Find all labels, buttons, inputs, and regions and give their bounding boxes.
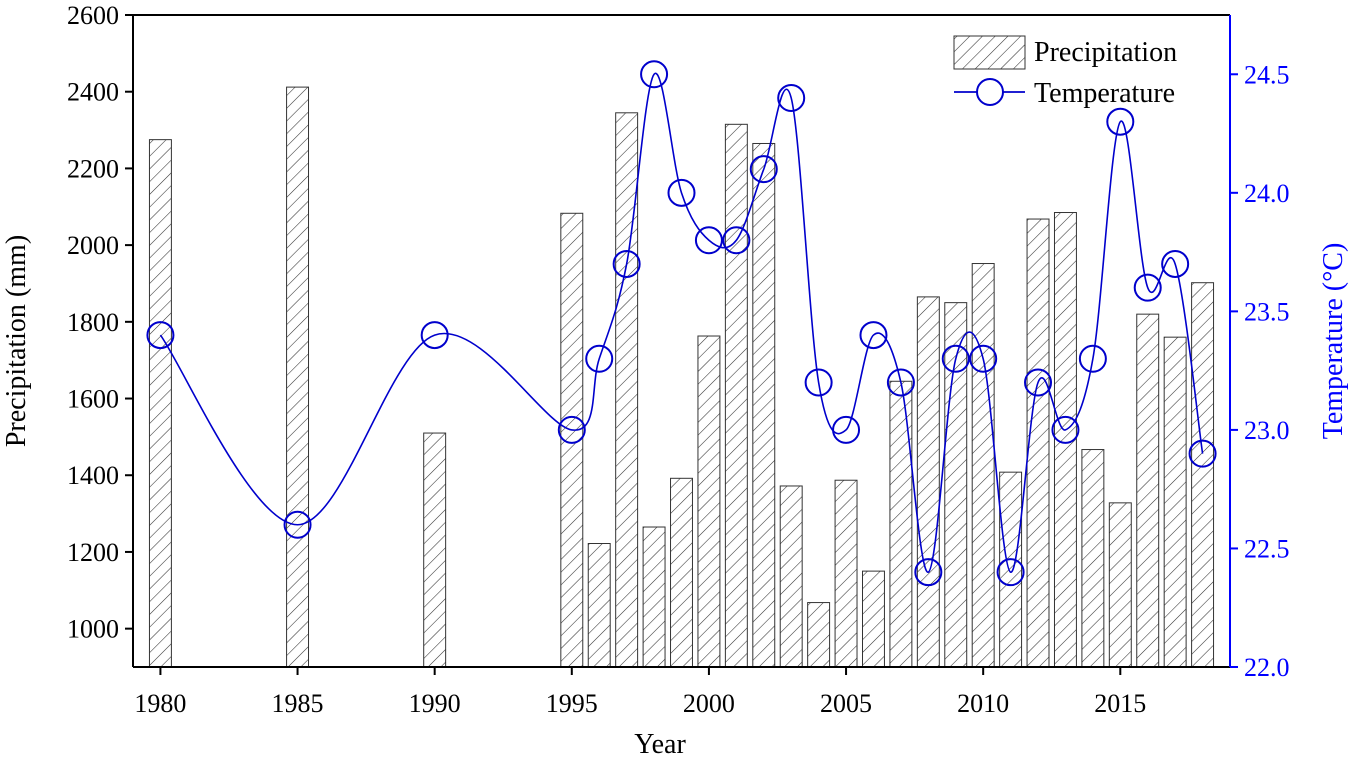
precipitation-bar-2008: [916, 296, 940, 668]
precipitation-bar-1985: [286, 86, 310, 668]
temperature-marker-1996: [585, 344, 614, 373]
y-right-tick-label-23.5: 23.5: [1244, 297, 1290, 326]
x-tick-label-2000: 2000: [683, 689, 735, 718]
precipitation-bar-2016: [1136, 313, 1160, 668]
temperature-marker-2001: [722, 226, 751, 255]
y-right-tick-label-24.0: 24.0: [1244, 179, 1290, 208]
y-left-tick-label-1600: 1600: [67, 385, 119, 414]
precipitation-bar-2015: [1108, 502, 1132, 668]
temperature-marker-1980: [146, 321, 175, 350]
precipitation-bar-2007: [889, 380, 913, 668]
temperature-marker-2002: [749, 155, 778, 184]
temperature-marker-2004: [804, 368, 833, 397]
legend-precipitation-label: Precipitation: [1034, 37, 1177, 68]
axes: 1980 1985 1990 1995 2000 2005 2010 2015 1000 1200…: [67, 1, 1290, 718]
y-left-tick-label-2200: 2200: [67, 154, 119, 183]
precipitation-bar-1997: [615, 112, 639, 668]
y-left-tick-label-1400: 1400: [67, 461, 119, 490]
x-tick-label-1995: 1995: [546, 689, 598, 718]
precipitation-bar-1999: [670, 477, 693, 668]
temperature-marker-2016: [1133, 273, 1162, 302]
temperature-marker-2007: [886, 368, 915, 397]
temperature-marker-2005: [832, 415, 861, 444]
temperature-marker-2012: [1024, 368, 1053, 397]
temperature-marker-2013: [1051, 415, 1080, 444]
precipitation-bar-2003: [779, 485, 803, 668]
temperature-marker-2017: [1161, 249, 1190, 278]
precipitation-bar-1980: [148, 139, 172, 668]
temperature-marker-1997: [612, 249, 641, 278]
legend-precipitation-swatch: [953, 35, 1026, 70]
precipitation-bar-2001: [724, 123, 748, 668]
precipitation-bar-2004: [807, 602, 831, 668]
y-left-tick-label-1200: 1200: [67, 538, 119, 567]
precipitation-bar-1998: [642, 526, 666, 668]
temperature-series: [146, 60, 1217, 587]
precipitation-bars: [148, 86, 1215, 668]
temperature-marker-1985: [283, 510, 312, 539]
x-tick-label-2010: 2010: [957, 689, 1009, 718]
precipitation-bar-2018: [1191, 282, 1215, 668]
precipitation-bar-1990: [423, 432, 447, 668]
temperature-marker-2010: [969, 344, 998, 373]
y-right-tick-label-22.0: 22.0: [1244, 653, 1290, 682]
x-tick-label-1990: 1990: [409, 689, 461, 718]
legend-temperature-label: Temperature: [1034, 78, 1175, 109]
temperature-marker-2009: [941, 344, 970, 373]
precipitation-bar-2002: [752, 142, 776, 668]
precipitation-bar-1996: [587, 543, 611, 668]
temperature-marker-2003: [777, 83, 806, 112]
temperature-marker-2011: [996, 558, 1025, 587]
legend: Precipitation Temperature: [953, 35, 1177, 109]
temperature-marker-2008: [914, 558, 943, 587]
y-right-tick-label-22.5: 22.5: [1244, 534, 1290, 563]
temperature-marker-2014: [1078, 344, 1107, 373]
temperature-line: [159, 72, 1204, 573]
left-axis-title: Precipitation (mm): [1, 235, 32, 447]
precipitation-bar-2010: [971, 263, 995, 668]
y-left-tick-label-1800: 1800: [67, 308, 119, 337]
precipitation-bar-2000: [697, 335, 721, 668]
right-axis-title: Temperature (°C): [1318, 243, 1349, 440]
precipitation-bar-2006: [862, 570, 885, 668]
x-tick-label-1985: 1985: [272, 689, 324, 718]
x-axis-title: Year: [634, 729, 686, 759]
temperature-marker-1999: [667, 178, 696, 207]
y-left-tick-label-2400: 2400: [67, 78, 119, 107]
temperature-marker-2015: [1106, 107, 1135, 136]
x-tick-label-1980: 1980: [134, 689, 186, 718]
y-left-tick-label-2000: 2000: [67, 231, 119, 260]
y-left-tick-label-2600: 2600: [67, 1, 119, 30]
precipitation-bar-2011: [999, 471, 1023, 668]
y-right-tick-label-23.0: 23.0: [1244, 416, 1290, 445]
precipitation-bar-2017: [1163, 336, 1187, 668]
temperature-marker-1990: [420, 321, 449, 350]
precipitation-bar-2012: [1026, 218, 1050, 668]
temperature-marker-2018: [1188, 439, 1217, 468]
precipitation-bar-2005: [834, 479, 858, 668]
legend-temperature-marker: [976, 78, 1004, 106]
temperature-marker-2006: [859, 321, 888, 350]
y-left-tick-label-1000: 1000: [67, 615, 119, 644]
precipitation-bar-2014: [1081, 449, 1105, 668]
temperature-marker-2000: [694, 226, 723, 255]
x-tick-label-2005: 2005: [820, 689, 872, 718]
y-right-tick-label-24.5: 24.5: [1244, 60, 1290, 89]
temperature-marker-1998: [640, 60, 669, 89]
temperature-marker-1995: [557, 415, 586, 444]
x-tick-label-2015: 2015: [1094, 689, 1146, 718]
